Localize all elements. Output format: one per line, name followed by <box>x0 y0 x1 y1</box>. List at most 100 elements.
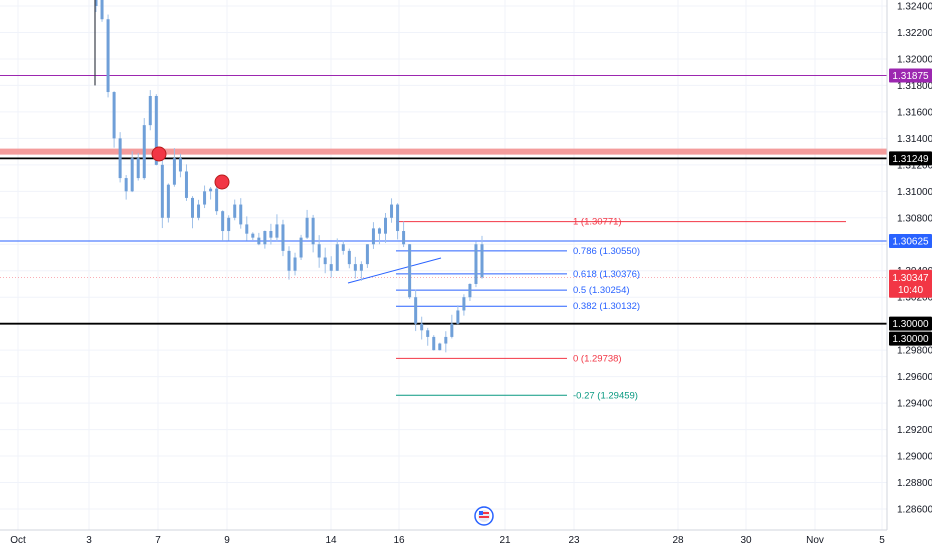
price-tick-label: 1.31000 <box>897 187 932 198</box>
candle-body <box>166 184 170 218</box>
candle-body <box>281 224 285 251</box>
candle-body <box>305 217 309 238</box>
candle-body <box>245 224 249 234</box>
price-tick-label: 1.29400 <box>897 399 932 410</box>
time-tick-label: 14 <box>325 535 337 546</box>
price-tag-resistance-black <box>889 151 932 166</box>
time-tick-label: 30 <box>740 535 752 546</box>
price-tick-label: 1.31800 <box>897 81 932 92</box>
candle-body <box>462 297 466 311</box>
fib-retracement[interactable]: 1 (1.30771) 0.786 (1.30550) 0.618 (1.30376… <box>396 217 846 402</box>
time-tick-label: 23 <box>568 535 580 546</box>
candle-body <box>275 224 279 238</box>
time-tick-label: Oct <box>10 535 26 546</box>
fib-level-label: -0.27 (1.29459) <box>573 390 638 401</box>
price-tag-extra <box>889 331 932 346</box>
time-tick-label: 21 <box>499 535 511 546</box>
markers <box>151 146 230 190</box>
sell-signal-1 <box>151 146 167 162</box>
candle-body <box>148 96 152 126</box>
supply-zone <box>0 148 887 155</box>
candle-body <box>269 231 273 238</box>
candle-body <box>450 323 454 337</box>
candle-body <box>444 336 448 344</box>
candle-body <box>396 204 400 232</box>
flag-logo <box>474 506 494 526</box>
fib-level-label: 1 (1.30771) <box>573 217 622 228</box>
candle-body <box>106 19 110 93</box>
price-tick-label: 1.31200 <box>897 160 932 171</box>
trendline[interactable] <box>347 257 442 284</box>
fib-level-label: 0.382 (1.30132) <box>573 301 640 312</box>
candle-body <box>335 244 339 271</box>
candle-body <box>178 158 182 172</box>
time-tick-label: 16 <box>393 535 405 546</box>
candle-body <box>311 217 315 245</box>
logo-stripe <box>479 516 489 518</box>
candle-body <box>474 244 478 284</box>
time-tick-label: 7 <box>155 535 161 546</box>
candle-body <box>263 231 267 245</box>
candle-body <box>203 191 207 205</box>
candle-body <box>287 250 291 271</box>
candles <box>94 0 484 353</box>
candle-body <box>420 323 424 331</box>
fib-level-label: 0 (1.29738) <box>573 353 622 364</box>
time-tick-label: 3 <box>86 535 92 546</box>
candle-body <box>365 244 369 265</box>
candle-body <box>317 244 321 258</box>
candle-body <box>293 257 297 271</box>
candle-body <box>456 310 460 324</box>
trendline-layer[interactable] <box>347 257 442 284</box>
candle-body <box>100 0 104 20</box>
candle-body <box>353 264 357 271</box>
price-tick-label: 1.29200 <box>897 425 932 436</box>
candle-body <box>215 188 219 212</box>
price-tag-support-black <box>889 316 932 331</box>
fib-level-label: 0.5 (1.30254) <box>573 285 630 296</box>
candle-body <box>377 228 381 234</box>
candle-body <box>347 250 351 265</box>
price-tick-label: 1.32000 <box>897 54 932 65</box>
candle-body <box>257 237 261 245</box>
time-tick-label: Nov <box>806 535 824 546</box>
price-tick-label: 1.29800 <box>897 346 932 357</box>
candle-body <box>221 211 225 232</box>
candle-body <box>197 204 201 218</box>
candle-body <box>384 217 387 234</box>
price-tag-resistance-purple <box>889 68 932 83</box>
price-tag-label: 1.30625 <box>892 236 929 247</box>
countdown-label: 10:40 <box>898 285 923 296</box>
candle-body <box>402 231 406 245</box>
candle-body <box>480 244 484 278</box>
candle-body <box>468 283 472 298</box>
horizontal-lines[interactable] <box>0 74 887 325</box>
sell-signal-2 <box>214 174 230 190</box>
candle-body <box>408 244 412 298</box>
candle-body <box>299 237 303 258</box>
fib-level-label: 0.618 (1.30376) <box>573 269 640 280</box>
price-tick-label: 1.28600 <box>897 505 932 516</box>
logo <box>474 506 494 526</box>
candle-body <box>390 204 394 218</box>
time-tick-label: 28 <box>672 535 684 546</box>
candle-body <box>438 343 442 351</box>
candle-body <box>414 297 418 324</box>
price-tick-label: 1.29600 <box>897 372 932 383</box>
candle-body <box>154 96 158 165</box>
current-price-label: 1.30347 <box>892 273 929 284</box>
candle-body <box>233 204 237 218</box>
candle-body <box>329 264 333 271</box>
candle-body <box>118 138 122 179</box>
candle-body <box>160 164 164 218</box>
candle-body <box>191 197 194 218</box>
candle-body <box>209 188 213 192</box>
candle-body <box>112 92 116 139</box>
price-tick-label: 1.30800 <box>897 213 932 224</box>
candle-body <box>172 158 176 185</box>
candle-body <box>124 178 128 192</box>
